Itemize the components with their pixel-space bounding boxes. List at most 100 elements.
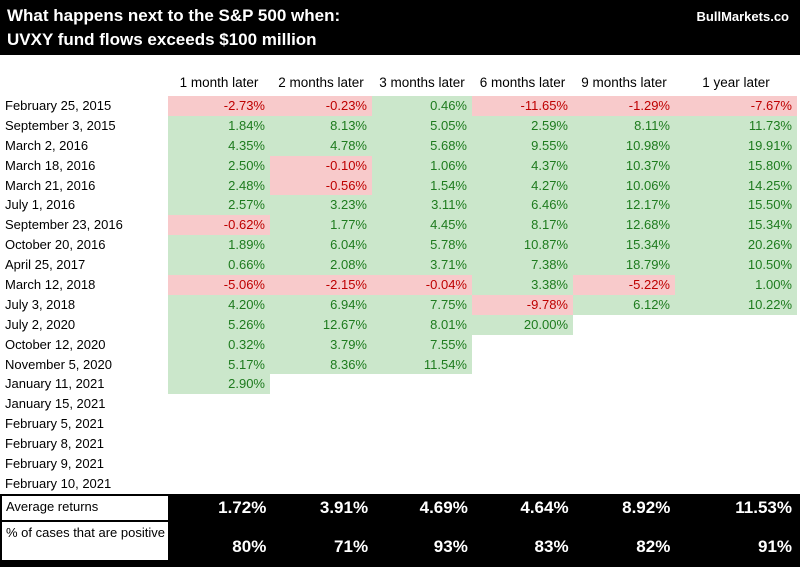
- return-cell: -7.67%: [675, 96, 797, 116]
- return-cell: 2.08%: [270, 255, 372, 276]
- date-cell: January 15, 2021: [5, 396, 106, 412]
- return-cell: 2.48%: [168, 175, 270, 196]
- table-row: February 5, 2021: [0, 414, 797, 434]
- return-cell: 19.91%: [675, 135, 797, 156]
- table-row: February 9, 2021: [0, 454, 797, 474]
- return-cell: 15.80%: [675, 155, 797, 176]
- return-cell: [372, 374, 472, 394]
- return-cell: 6.04%: [270, 235, 372, 256]
- table-row: March 2, 2016 4.35% 4.78% 5.68% 9.55% 10.98% 1…: [0, 135, 797, 156]
- return-cell: [270, 414, 372, 434]
- return-cell: 3.71%: [372, 255, 472, 276]
- column-header-row: 1 month later 2 months later 3 months late…: [0, 70, 797, 96]
- date-cell: July 3, 2018: [5, 296, 76, 312]
- return-cell: [675, 335, 797, 355]
- table-row: September 3, 2015 1.84% 8.13% 5.05% 2.59% 8.1…: [0, 115, 797, 136]
- return-cell: [472, 355, 573, 375]
- return-cell: 1.77%: [270, 215, 372, 236]
- return-cell: 14.25%: [675, 175, 797, 196]
- table-row: July 3, 2018 4.20% 6.94% 7.75% -9.78% 6.12% 10…: [0, 294, 797, 315]
- return-cell: 6.12%: [573, 294, 675, 315]
- return-cell: [472, 414, 573, 434]
- return-cell: 20.26%: [675, 235, 797, 256]
- date-cell: March 18, 2016: [5, 157, 96, 173]
- return-cell: -1.29%: [573, 96, 675, 116]
- return-cell: [573, 394, 675, 414]
- date-cell: March 2, 2016: [5, 137, 89, 153]
- return-cell: [675, 474, 797, 494]
- column-header: 9 months later: [581, 75, 667, 90]
- return-cell: -5.22%: [573, 275, 675, 295]
- return-cell: [675, 454, 797, 474]
- return-cell: 4.78%: [270, 135, 372, 156]
- average-return-value: 4.69%: [419, 498, 468, 517]
- return-cell: [573, 434, 675, 454]
- table-row: July 2, 2020 5.26% 12.67% 8.01% 20.00%: [0, 314, 797, 335]
- return-cell: [270, 434, 372, 454]
- column-header: 1 month later: [179, 75, 259, 90]
- average-return-value: 8.92%: [622, 498, 671, 517]
- return-cell: 10.98%: [573, 135, 675, 156]
- return-cell: 2.90%: [168, 374, 270, 395]
- return-cell: 0.32%: [168, 334, 270, 355]
- column-header: 2 months later: [278, 75, 364, 90]
- return-cell: [168, 394, 270, 414]
- return-cell: 1.84%: [168, 115, 270, 136]
- return-cell: 1.89%: [168, 235, 270, 256]
- return-cell: 1.06%: [372, 155, 472, 176]
- table-row: February 8, 2021: [0, 434, 797, 454]
- return-cell: -2.73%: [168, 96, 270, 116]
- percent-positive-value: 93%: [433, 537, 468, 556]
- date-cell: March 21, 2016: [5, 177, 96, 193]
- return-cell: [372, 474, 472, 494]
- return-cell: 2.57%: [168, 195, 270, 216]
- return-cell: 7.75%: [372, 294, 472, 315]
- brand-label: BullMarkets.co: [696, 9, 789, 24]
- return-cell: [573, 454, 675, 474]
- return-cell: -0.04%: [372, 275, 472, 295]
- return-cell: [573, 315, 675, 335]
- return-cell: -0.10%: [270, 155, 372, 176]
- return-cell: 1.00%: [675, 275, 797, 295]
- return-cell: 12.17%: [573, 195, 675, 216]
- date-cell: November 5, 2020: [5, 356, 112, 372]
- return-cell: 12.68%: [573, 215, 675, 236]
- date-cell: September 3, 2015: [5, 117, 116, 133]
- return-cell: 6.94%: [270, 294, 372, 315]
- return-cell: 0.66%: [168, 255, 270, 276]
- return-cell: [675, 414, 797, 434]
- return-cell: 8.11%: [573, 115, 675, 136]
- average-return-value: 11.53%: [735, 498, 793, 517]
- return-cell: [168, 454, 270, 474]
- return-cell: -9.78%: [472, 294, 573, 315]
- return-cell: [472, 434, 573, 454]
- return-cell: 2.50%: [168, 155, 270, 176]
- return-cell: 5.78%: [372, 235, 472, 256]
- return-cell: 5.26%: [168, 314, 270, 335]
- return-cell: 15.50%: [675, 195, 797, 216]
- table-row: February 25, 2015 -2.73% -0.23% 0.46% -11.65…: [0, 96, 797, 116]
- title-bar: What happens next to the S&P 500 when: U…: [0, 0, 800, 55]
- returns-table: 1 month later 2 months later 3 months late…: [0, 70, 797, 494]
- percent-positive-value: 83%: [534, 537, 569, 556]
- table-row: March 18, 2016 2.50% -0.10% 1.06% 4.37% 10.37…: [0, 155, 797, 176]
- return-cell: 10.06%: [573, 175, 675, 196]
- column-header: 1 year later: [702, 75, 770, 90]
- table-body: February 25, 2015 -2.73% -0.23% 0.46% -11.65…: [0, 96, 797, 494]
- return-cell: [573, 474, 675, 494]
- date-cell: February 9, 2021: [5, 456, 105, 472]
- return-cell: 3.23%: [270, 195, 372, 216]
- return-cell: [573, 335, 675, 355]
- return-cell: 4.35%: [168, 135, 270, 156]
- table-row: January 15, 2021: [0, 394, 797, 414]
- return-cell: [168, 474, 270, 494]
- date-cell: September 23, 2016: [5, 217, 123, 233]
- return-cell: 4.37%: [472, 155, 573, 176]
- return-cell: [372, 454, 472, 474]
- return-cell: [472, 454, 573, 474]
- return-cell: 1.54%: [372, 175, 472, 196]
- table-row: February 10, 2021: [0, 474, 797, 494]
- table-row: January 11, 2021 2.90%: [0, 374, 797, 395]
- return-cell: 7.38%: [472, 255, 573, 276]
